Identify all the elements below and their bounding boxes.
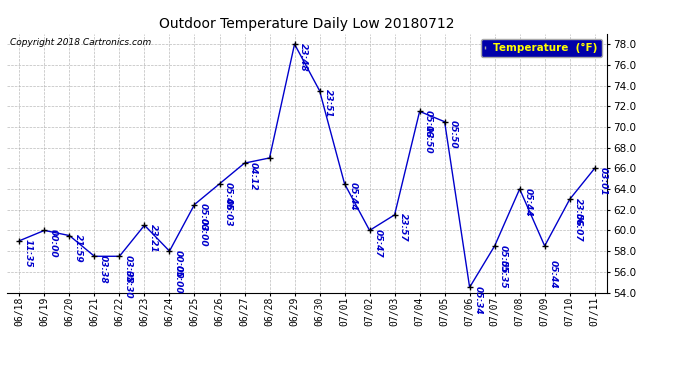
Text: 05:35: 05:35: [499, 260, 508, 288]
Text: 05:13: 05:13: [424, 110, 433, 139]
Text: 23:56: 23:56: [574, 198, 583, 226]
Legend: Temperature  (°F): Temperature (°F): [481, 39, 602, 57]
Text: 06:07: 06:07: [574, 213, 583, 242]
Text: 00:00: 00:00: [48, 229, 57, 258]
Text: 05:55: 05:55: [499, 244, 508, 273]
Text: 00:00: 00:00: [199, 218, 208, 247]
Text: 23:21: 23:21: [148, 224, 157, 252]
Text: 04:12: 04:12: [248, 162, 257, 190]
Text: 05:03: 05:03: [199, 203, 208, 232]
Text: 21:59: 21:59: [74, 234, 83, 263]
Text: 23:48: 23:48: [299, 43, 308, 71]
Text: 05:44: 05:44: [549, 260, 558, 288]
Text: 06:50: 06:50: [424, 125, 433, 154]
Text: 05:44: 05:44: [524, 188, 533, 216]
Text: 05:00: 05:00: [174, 265, 183, 294]
Text: Copyright 2018 Cartronics.com: Copyright 2018 Cartronics.com: [10, 38, 151, 46]
Text: 05:03: 05:03: [224, 198, 233, 226]
Text: 03:01: 03:01: [599, 167, 608, 195]
Text: 05:44: 05:44: [348, 182, 357, 211]
Text: 23:57: 23:57: [399, 213, 408, 242]
Text: 00:00: 00:00: [174, 250, 183, 278]
Text: 03:38: 03:38: [124, 255, 132, 284]
Text: 05:34: 05:34: [474, 286, 483, 315]
Text: 05:47: 05:47: [374, 229, 383, 258]
Text: 23:51: 23:51: [324, 89, 333, 118]
Text: 05:50: 05:50: [448, 120, 457, 149]
Text: 11:35: 11:35: [23, 239, 32, 268]
Text: 05:46: 05:46: [224, 182, 233, 211]
Title: Outdoor Temperature Daily Low 20180712: Outdoor Temperature Daily Low 20180712: [159, 17, 455, 31]
Text: 03:38: 03:38: [99, 255, 108, 284]
Text: 05:30: 05:30: [124, 270, 132, 299]
